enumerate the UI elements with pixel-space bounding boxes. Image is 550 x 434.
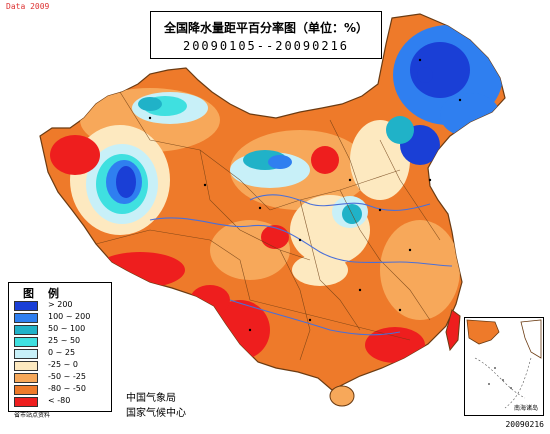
corner-tag: Data 2009 [6, 2, 50, 11]
taiwan-island [445, 309, 461, 352]
map-title: 全国降水量距平百分率图（单位：%） [163, 21, 369, 35]
credit-note: 省市站点资料 [14, 412, 51, 419]
legend-label: -80 ~ -50 [48, 384, 86, 393]
anomaly-zones [50, 25, 503, 363]
legend-row: < -80 [14, 396, 110, 408]
legend-label: 50 ~ 100 [48, 324, 86, 333]
legend-label: -50 ~ -25 [48, 372, 86, 381]
south-china-sea-inset: 南海诸岛 [464, 317, 544, 416]
inset-map [466, 319, 542, 409]
legend-row: -25 ~ 0 [14, 360, 110, 372]
legend-swatch [14, 313, 38, 323]
legend-swatch [14, 361, 38, 371]
rivers [149, 194, 453, 336]
legend-row: 50 ~ 100 [14, 324, 110, 336]
date-range: 20090105--20090216 [182, 39, 350, 53]
legend-title: 图例 [23, 287, 73, 300]
date-stamp: 20090216 [505, 420, 544, 429]
province-boundaries [95, 91, 441, 361]
legend-swatch [14, 301, 38, 311]
credit-agency: 中国气象局 [126, 393, 176, 404]
station-markers [148, 58, 462, 332]
legend-label: < -80 [48, 396, 71, 405]
legend-row: > 200 [14, 300, 110, 312]
legend-swatch [14, 337, 38, 347]
legend-swatch [14, 385, 38, 395]
legend-label: 0 ~ 25 [48, 348, 76, 357]
legend-swatch [14, 349, 38, 359]
legend-label: 25 ~ 50 [48, 336, 81, 345]
map-title-box: 全国降水量距平百分率图（单位：%） 20090105--20090216 [150, 11, 382, 59]
legend: 图例 > 200 100 ~ 200 50 ~ 100 25 ~ 50 0 ~ … [8, 282, 112, 412]
legend-row: 0 ~ 25 [14, 348, 110, 360]
credit-center: 国家气候中心 [126, 408, 186, 419]
legend-label: > 200 [48, 300, 73, 309]
legend-swatch [14, 373, 38, 383]
legend-row: -50 ~ -25 [14, 372, 110, 384]
legend-swatch [14, 325, 38, 335]
legend-label: 100 ~ 200 [48, 312, 91, 321]
legend-row: -80 ~ -50 [14, 384, 110, 396]
inset-label: 南海诸岛 [513, 405, 538, 412]
hainan-island [329, 385, 355, 407]
legend-row: 100 ~ 200 [14, 312, 110, 324]
legend-label: -25 ~ 0 [48, 360, 78, 369]
legend-swatch [14, 397, 38, 407]
legend-row: 25 ~ 50 [14, 336, 110, 348]
